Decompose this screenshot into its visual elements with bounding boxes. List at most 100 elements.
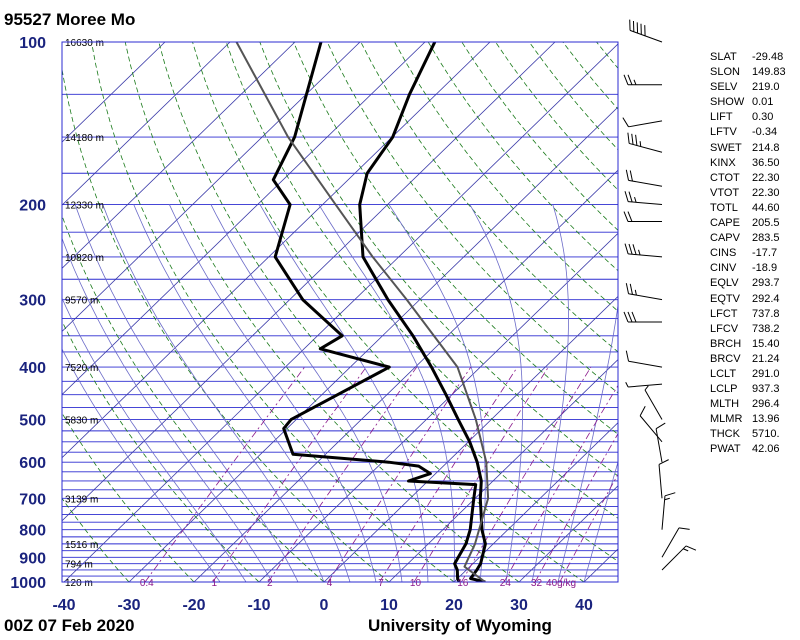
index-row: SELV 219.0 — [710, 80, 800, 95]
mixing-ratio-label: 4 — [327, 578, 333, 589]
wind-barb-flag — [624, 243, 629, 255]
wind-barb-flag — [629, 170, 633, 182]
wind-barb-half-flag — [634, 196, 637, 203]
index-row: CINV -18.9 — [710, 261, 800, 276]
height-label: 1516 m — [65, 540, 98, 551]
index-value: 13.96 — [752, 413, 780, 426]
wind-barb-flag — [624, 191, 629, 202]
wind-barb-half-flag — [664, 497, 670, 501]
index-key: SHOW — [710, 96, 745, 109]
index-value: 738.2 — [752, 322, 780, 335]
index-value: 15.40 — [752, 337, 780, 350]
moist-adiabat-line — [169, 204, 377, 582]
index-key: BRCV — [710, 352, 741, 365]
wind-barb-flag — [632, 244, 637, 255]
index-row: PWAT 42.06 — [710, 442, 800, 457]
moist-adiabat-line — [469, 204, 523, 582]
index-key: CTOT — [710, 171, 740, 184]
wind-barb-flag — [631, 133, 634, 145]
height-label: 10820 m — [65, 253, 104, 264]
index-value: 737.8 — [752, 307, 780, 320]
index-value: 42.06 — [752, 443, 780, 456]
isotherm-line — [62, 42, 166, 143]
index-key: KINX — [710, 156, 736, 169]
wind-barb-flag — [629, 283, 633, 295]
wind-barb-flag — [623, 211, 629, 222]
index-key: EQLV — [710, 277, 739, 290]
index-value: 149.83 — [752, 66, 786, 79]
isotherm-line — [453, 422, 618, 582]
isotherm-line — [62, 42, 556, 522]
wind-barb — [623, 311, 662, 323]
wind-barb-staff — [628, 293, 663, 301]
wind-barb-flag — [627, 211, 633, 222]
index-key: VTOT — [710, 186, 740, 199]
wind-barb-staff — [655, 428, 663, 463]
isotherm-line — [62, 42, 296, 269]
pressure-tick-label: 100 — [19, 35, 46, 52]
index-key: LCLP — [710, 383, 738, 396]
wind-barb-flag — [655, 422, 666, 430]
index-key: THCK — [710, 428, 740, 441]
wind-barb-flag — [631, 311, 637, 323]
height-label: 5830 m — [65, 415, 98, 426]
pressure-tick-label: 900 — [19, 550, 46, 567]
dry-adiabat-line — [62, 67, 390, 582]
dry-adiabat-line — [124, 42, 520, 582]
pressure-tick-label: 200 — [19, 198, 46, 215]
index-value: -0.34 — [752, 126, 778, 139]
index-row: LCLT 291.0 — [710, 367, 800, 382]
height-label: 9570 m — [65, 296, 98, 307]
height-label: 14180 m — [65, 133, 104, 144]
index-key: LFCT — [710, 307, 738, 320]
station-title: 95527 Moree Mo — [4, 10, 136, 29]
wind-barb-half-flag — [633, 79, 637, 85]
index-row: LFCT 737.8 — [710, 307, 800, 322]
isotherm-line — [128, 106, 618, 582]
wind-barb-flag — [635, 134, 638, 146]
index-row: CAPV 283.5 — [710, 231, 800, 246]
index-key: LFTV — [710, 126, 737, 139]
mixing-ratio-label: 32 — [531, 578, 543, 589]
wind-barb — [623, 211, 662, 223]
temperature-profile-line — [358, 42, 487, 582]
height-label: 3139 m — [65, 494, 98, 505]
mixing-ratio-label: 40g/kg — [546, 578, 576, 589]
wind-barb-half-flag — [683, 548, 689, 552]
wind-barb-staff — [639, 415, 663, 443]
temperature-tick-label: 10 — [380, 597, 398, 614]
pressure-tick-label: 1000 — [10, 575, 46, 592]
mixing-ratio-label: 7 — [378, 578, 384, 589]
mixing-ratio-line — [559, 473, 618, 582]
index-value: 21.24 — [752, 352, 780, 365]
wind-barb-half-flag — [644, 385, 649, 391]
wind-barb — [623, 74, 662, 86]
index-value: 0.01 — [752, 96, 774, 109]
wind-barb-flag — [625, 283, 630, 294]
wind-barb-flag — [623, 74, 629, 85]
wind-barb-flag — [664, 492, 676, 497]
dry-adiabat-line — [62, 214, 325, 582]
index-row: LCLP 937.3 — [710, 382, 800, 397]
wind-barb-staff — [628, 383, 663, 388]
temperature-tick-label: -10 — [247, 597, 270, 614]
temperature-tick-label: -30 — [117, 597, 140, 614]
plot-frame — [61, 41, 619, 583]
index-key: CINS — [710, 247, 737, 260]
index-value: 293.7 — [752, 277, 780, 290]
index-row: EQTV 292.4 — [710, 292, 800, 307]
isotherm-line — [258, 232, 618, 582]
wind-barb-flag — [625, 350, 630, 362]
index-key: SLAT — [710, 51, 737, 63]
mixing-ratio-line — [267, 366, 418, 582]
wind-barb — [661, 545, 697, 571]
index-value: 44.60 — [752, 201, 780, 214]
dry-adiabat-line — [62, 412, 195, 582]
isotherm-line — [62, 42, 361, 332]
index-key: TOTL — [710, 201, 738, 214]
wind-barb-flag — [627, 74, 633, 85]
index-row: MLMR 13.96 — [710, 412, 800, 427]
moist-adiabat-line — [557, 302, 618, 582]
index-row: SLON 149.83 — [710, 65, 800, 80]
